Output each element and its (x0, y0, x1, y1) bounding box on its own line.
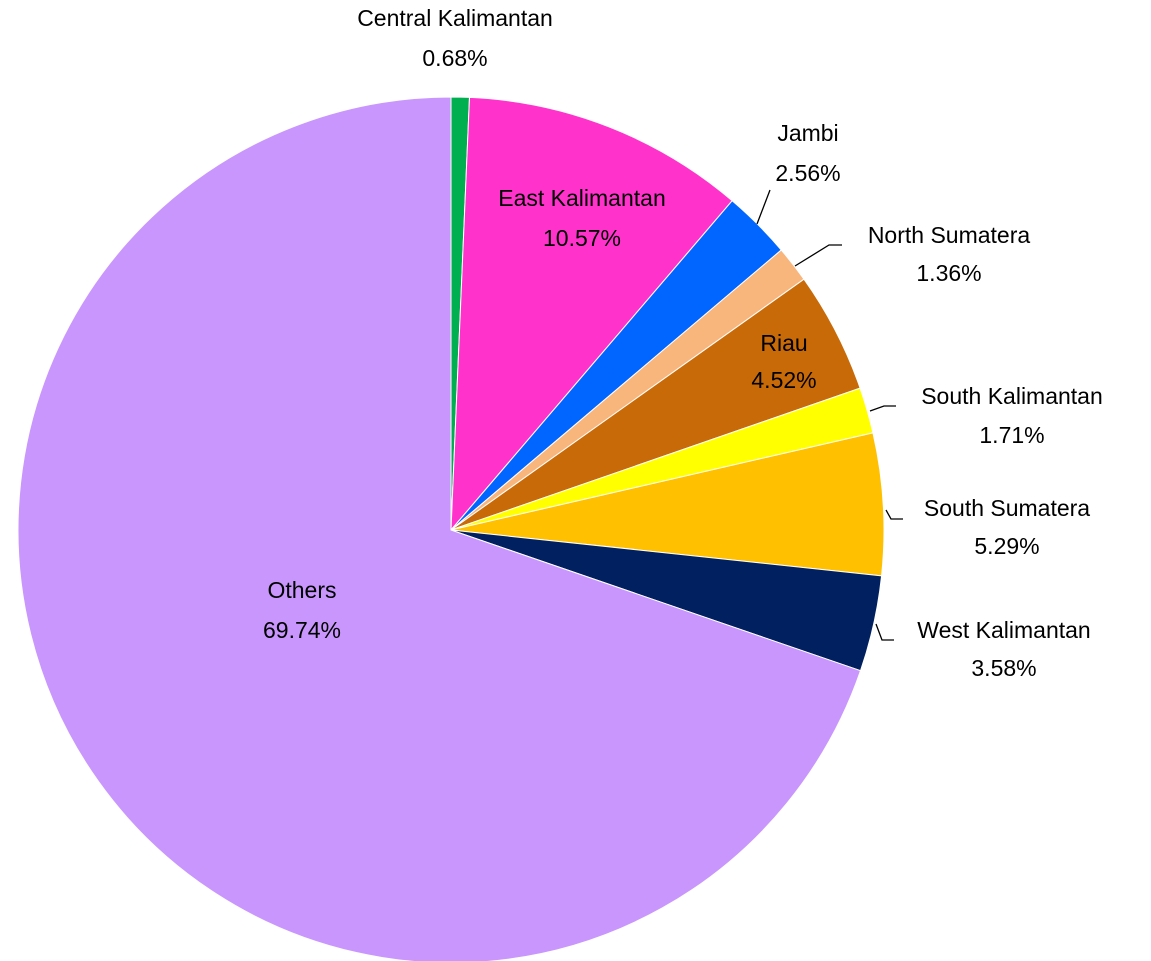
slice-label: North Sumatera (868, 222, 1031, 248)
value-label: 1.36% (916, 260, 981, 286)
value-label: 0.68% (422, 45, 487, 71)
slice-label: Central Kalimantan (357, 5, 553, 31)
leader-line (869, 405, 896, 412)
value-label: 5.29% (974, 533, 1039, 559)
slice-label: East Kalimantan (498, 185, 665, 211)
value-label: 10.57% (543, 225, 621, 251)
value-label: 3.58% (971, 655, 1036, 681)
leader-line (885, 509, 903, 520)
slice-label: Others (267, 577, 336, 603)
value-label: 1.71% (979, 422, 1044, 448)
leader-line (756, 189, 771, 225)
leader-line (794, 244, 842, 267)
slice-label: South Kalimantan (921, 383, 1103, 409)
leader-line (875, 623, 894, 641)
slice-label: West Kalimantan (917, 617, 1090, 643)
value-label: 69.74% (263, 617, 341, 643)
slice-label: Jambi (777, 120, 838, 146)
slice-label: Riau (760, 330, 807, 356)
pie-slice (450, 96, 733, 532)
pie-slice (17, 96, 862, 961)
value-label: 4.52% (751, 367, 816, 393)
slice-label: South Sumatera (924, 495, 1090, 521)
pie-slice (450, 432, 885, 577)
value-label: 2.56% (775, 160, 840, 186)
